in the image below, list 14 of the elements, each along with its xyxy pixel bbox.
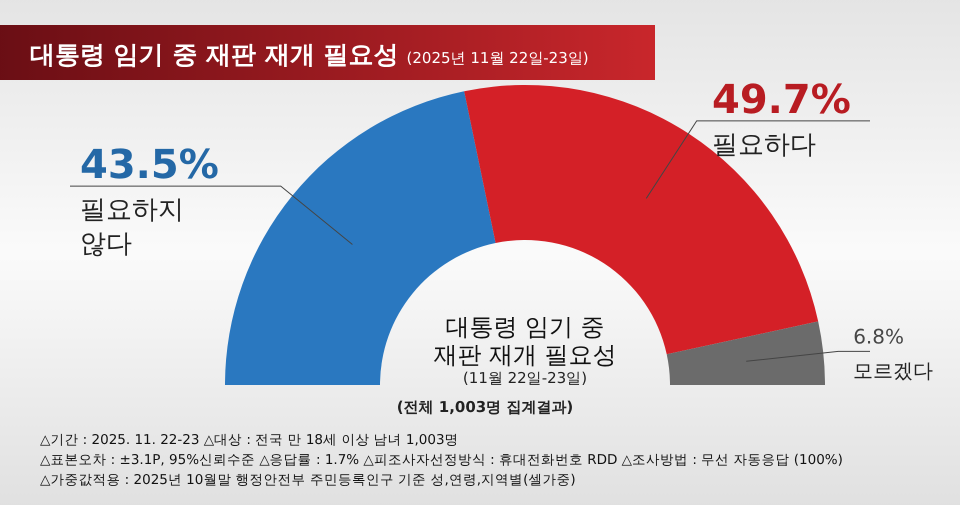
text: (11월 22일-23일) [462, 369, 588, 387]
data-label: 43.5% [80, 142, 219, 188]
text: (전체 1,003명 집계결과) [396, 398, 574, 416]
slice-label: 필요하지 않다 [80, 195, 184, 259]
text: △기간 : 2025. 11. 22-23 △대상 : 전국 만 18세 이상 남녀 1,003명 [40, 432, 459, 448]
data-label: 6.8% [853, 324, 904, 348]
text: △가중값적용 : 2025년 10월말 행정안전부 주민등록인구 기준 성,연령,지역별(셀가중) [40, 472, 576, 488]
slice-label: 필요하다 [712, 130, 816, 160]
text: △표본오차 : ±3.1P, 95%신뢰수준 △응답률 : 1.7% △피조사자선정방식 : 휴대전화번호 RDD △조사방법 : 무선 자동응답 (100%) [40, 452, 843, 468]
chart-title: 대통령 임기 중 재판 재개 필요성 [30, 40, 399, 69]
slice-label: 모르겠다 [853, 358, 934, 382]
data-label: 49.7% [712, 76, 851, 123]
text: 대통령 임기 중 재판 재개 필요성 [433, 313, 617, 369]
chart-subtitle: (2025년 11월 22일-23일) [406, 49, 589, 67]
